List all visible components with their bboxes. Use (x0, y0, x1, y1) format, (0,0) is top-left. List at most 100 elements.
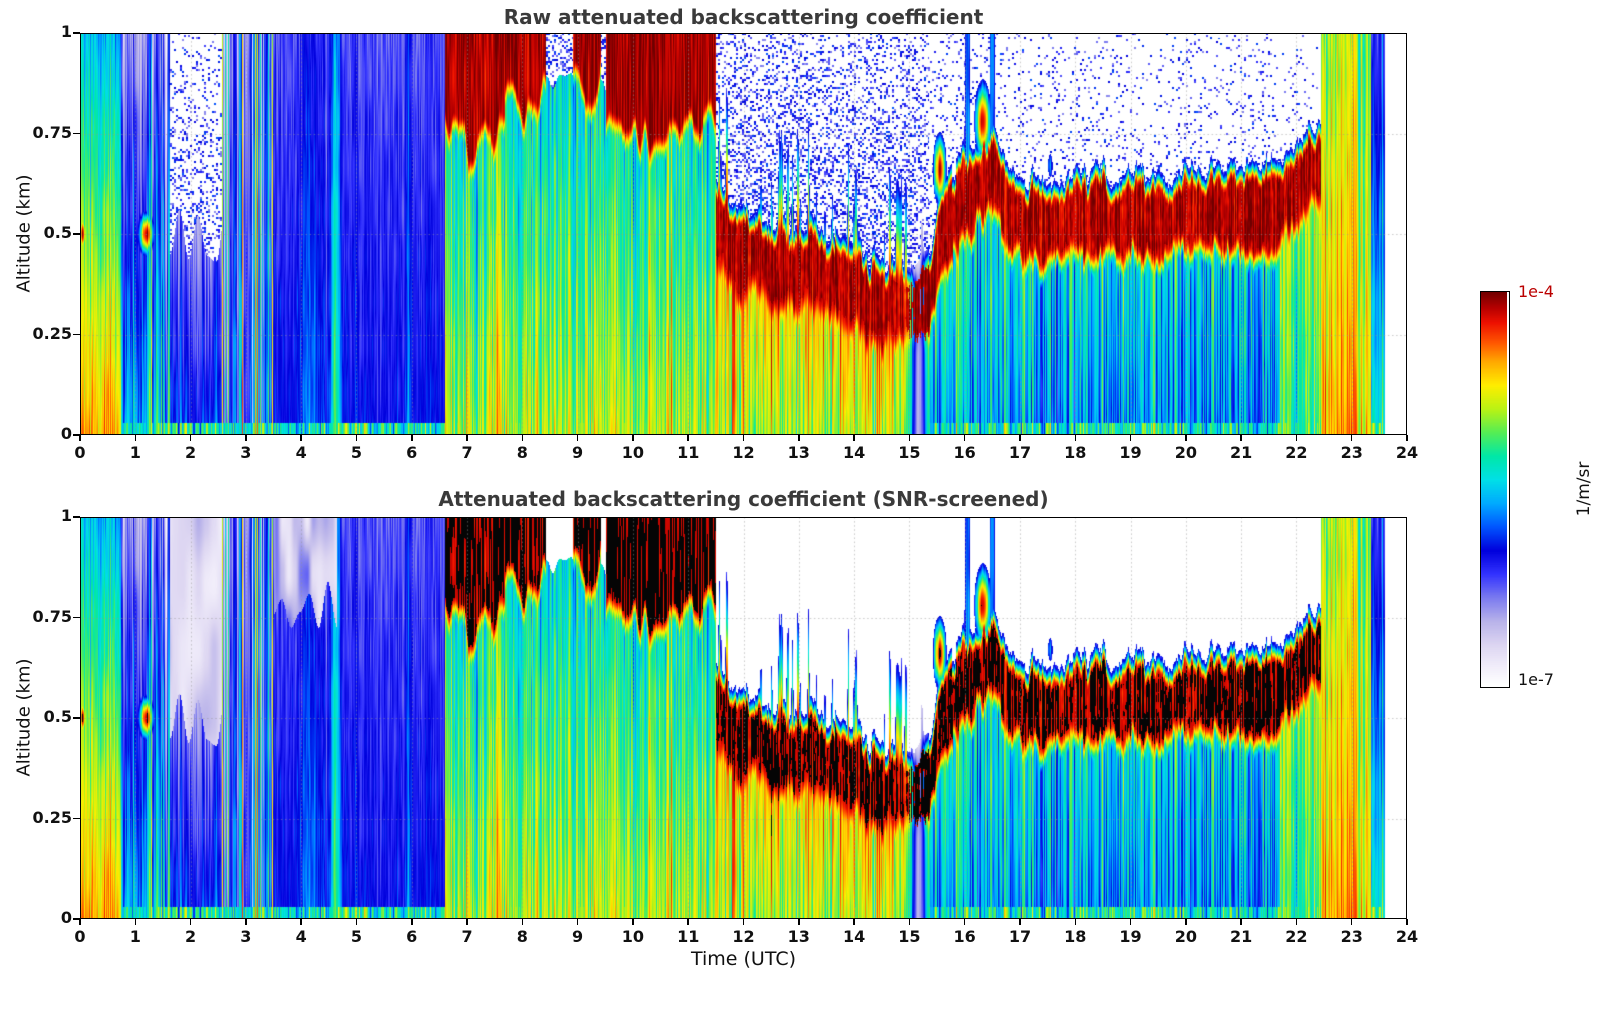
x-tick-label: 5 (350, 443, 363, 462)
x-tick-label: 3 (240, 927, 252, 946)
x-tick-label: 8 (516, 443, 528, 462)
x-tick-mark (798, 435, 800, 441)
panel-title-screened: Attenuated backscattering coefficient (S… (438, 487, 1049, 511)
x-tick-label: 11 (677, 443, 700, 462)
x-tick-mark (134, 919, 137, 925)
x-tick-mark (1185, 919, 1187, 925)
x-tick-label: 2 (185, 443, 197, 462)
y-tick-mark (73, 717, 80, 719)
colorbar-gradient-canvas (1480, 291, 1507, 685)
x-tick-mark (1074, 919, 1076, 925)
x-tick-label: 21 (1229, 443, 1253, 462)
x-tick-mark (963, 435, 966, 441)
x-tick-mark (300, 919, 302, 925)
x-tick-mark (1129, 919, 1132, 925)
x-tick-mark (576, 435, 579, 441)
x-tick-label: 7 (461, 927, 473, 946)
y-tick-mark (73, 32, 80, 34)
x-tick-label: 16 (953, 443, 976, 462)
x-tick-mark (1074, 435, 1076, 441)
colorbar-max-label: 1e-4 (1518, 282, 1554, 301)
x-tick-label: 1 (129, 443, 141, 462)
x-tick-label: 14 (842, 927, 866, 946)
x-tick-mark (632, 919, 634, 925)
x-tick-label: 11 (677, 927, 700, 946)
x-tick-label: 8 (516, 927, 528, 946)
colorbar-unit-label: 1/m/sr (1574, 461, 1594, 517)
x-tick-mark (1295, 919, 1298, 925)
x-tick-label: 14 (842, 443, 866, 462)
x-tick-label: 21 (1229, 927, 1253, 946)
x-tick-label: 6 (406, 927, 418, 946)
x-tick-label: 18 (1064, 443, 1087, 462)
y-tick-mark (73, 434, 80, 436)
x-tick-label: 24 (1395, 927, 1419, 946)
x-tick-mark (908, 919, 911, 925)
x-tick-mark (853, 435, 855, 441)
x-tick-mark (1406, 919, 1408, 925)
x-tick-label: 0 (74, 927, 86, 946)
x-tick-mark (355, 435, 358, 441)
x-tick-mark (798, 919, 800, 925)
y-tick-label: 0.75 (32, 122, 72, 142)
x-tick-label: 9 (572, 927, 584, 946)
x-tick-mark (300, 435, 302, 441)
x-tick-mark (355, 919, 358, 925)
panel-title-raw: Raw attenuated backscattering coefficien… (503, 5, 984, 29)
x-tick-mark (411, 435, 413, 441)
x-tick-label: 4 (295, 443, 307, 462)
x-tick-mark (687, 435, 689, 441)
x-tick-label: 24 (1395, 443, 1419, 462)
x-tick-label: 12 (732, 927, 755, 946)
y-tick-label: 0.25 (32, 807, 72, 827)
x-tick-mark (1240, 919, 1242, 925)
x-tick-label: 23 (1340, 927, 1363, 946)
x-tick-mark (908, 435, 911, 441)
x-tick-label: 17 (1008, 443, 1032, 462)
x-tick-label: 22 (1285, 927, 1308, 946)
x-tick-mark (79, 435, 81, 441)
x-tick-label: 19 (1119, 443, 1142, 462)
y-tick-label: 0.75 (32, 606, 72, 626)
x-tick-label: 12 (732, 443, 755, 462)
x-tick-mark (742, 435, 745, 441)
colorbar (1480, 291, 1510, 688)
x-tick-label: 3 (240, 443, 252, 462)
x-tick-label: 10 (621, 443, 645, 462)
x-tick-label: 20 (1174, 443, 1197, 462)
colorbar-min-label: 1e-7 (1518, 670, 1554, 689)
x-tick-label: 20 (1174, 927, 1197, 946)
y-tick-label: 1 (60, 506, 72, 525)
x-tick-mark (853, 919, 855, 925)
x-tick-label: 15 (898, 927, 921, 946)
x-tick-label: 19 (1119, 927, 1142, 946)
x-axis-label: Time (UTC) (690, 948, 797, 970)
x-tick-mark (189, 435, 192, 441)
x-tick-label: 17 (1008, 927, 1032, 946)
x-tick-mark (687, 919, 689, 925)
x-tick-label: 1 (129, 927, 141, 946)
x-tick-mark (79, 919, 81, 925)
y-tick-mark (73, 333, 80, 336)
x-tick-mark (1129, 435, 1132, 441)
y-tick-mark (73, 233, 80, 235)
x-tick-mark (632, 435, 634, 441)
x-tick-mark (1350, 435, 1353, 441)
y-tick-label: 0.5 (43, 223, 72, 242)
x-tick-mark (245, 435, 247, 441)
x-tick-mark (245, 919, 247, 925)
raw-heatmap-canvas (80, 33, 1407, 435)
y-tick-label: 1 (60, 22, 72, 41)
x-tick-mark (1240, 435, 1242, 441)
y-tick-mark (73, 132, 80, 135)
x-tick-mark (521, 435, 524, 441)
y-tick-mark (73, 918, 80, 920)
y-tick-label: 0 (60, 908, 72, 927)
y-tick-mark (73, 516, 80, 518)
x-tick-label: 18 (1064, 927, 1087, 946)
raw-heatmap-panel (80, 33, 1407, 435)
x-tick-label: 22 (1285, 443, 1308, 462)
x-tick-mark (1019, 919, 1021, 925)
x-tick-mark (411, 919, 413, 925)
